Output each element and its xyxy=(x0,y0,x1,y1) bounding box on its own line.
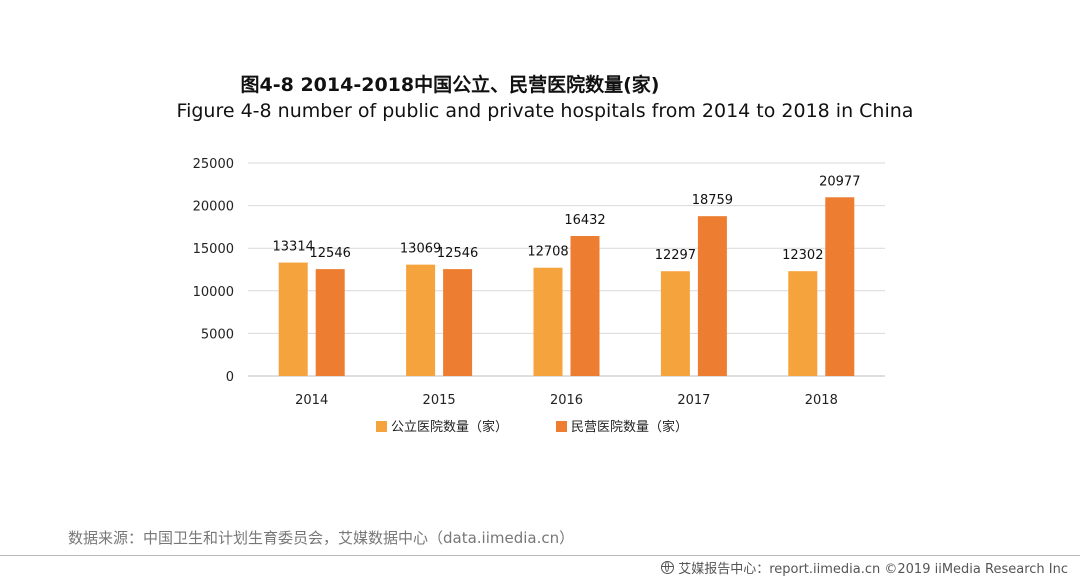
chart-title-en: Figure 4-8 number of public and private … xyxy=(176,100,914,122)
x-tick-label: 2014 xyxy=(295,393,328,408)
x-tick-label: 2018 xyxy=(805,393,838,408)
x-tick-label: 2015 xyxy=(423,393,456,408)
y-tick-label: 15000 xyxy=(193,242,234,257)
legend-label-private: 民营医院数量（家） xyxy=(571,419,688,435)
chart-title-cn: 图4-8 2014-2018中国公立、民营医院数量(家) xyxy=(240,74,660,96)
y-tick-label: 20000 xyxy=(193,200,234,215)
bar-public xyxy=(278,262,308,376)
bar-public xyxy=(533,267,563,376)
data-label: 20977 xyxy=(819,174,860,189)
data-label: 12297 xyxy=(655,248,696,263)
y-tick-label: 10000 xyxy=(193,285,234,300)
x-tick-label: 2016 xyxy=(550,393,583,408)
legend-label-public: 公立医院数量（家） xyxy=(391,419,508,435)
bar-private xyxy=(697,216,727,376)
x-tick-label: 2017 xyxy=(677,393,710,408)
legend-swatch-public xyxy=(376,421,387,432)
bar-public xyxy=(788,271,818,376)
data-label: 12302 xyxy=(782,248,823,263)
bar-private xyxy=(315,269,345,376)
footer-divider xyxy=(0,555,1080,556)
y-tick-label: 0 xyxy=(226,370,234,385)
bar-chart: 0500010000150002000025000133141254620141… xyxy=(193,157,885,435)
bar-public xyxy=(406,264,436,376)
globe-icon xyxy=(661,561,675,574)
bar-private xyxy=(570,235,600,376)
data-label: 12546 xyxy=(437,246,478,261)
bar-public xyxy=(660,271,690,376)
footer-brand: 艾媒报告中心：report.iimedia.cn ©2019 iiMedia R… xyxy=(661,558,1068,577)
data-label: 16432 xyxy=(564,213,605,228)
bar-private xyxy=(825,197,855,376)
data-label: 13314 xyxy=(273,240,314,255)
data-source-note: 数据来源：中国卫生和计划生育委员会，艾媒数据中心（data.iimedia.cn… xyxy=(68,529,575,547)
data-label: 12546 xyxy=(310,246,351,261)
footer-brand-text: 艾媒报告中心：report.iimedia.cn ©2019 iiMedia R… xyxy=(678,562,1068,577)
y-tick-label: 5000 xyxy=(201,327,234,342)
legend-swatch-private xyxy=(556,421,567,432)
y-tick-label: 25000 xyxy=(193,157,234,172)
data-label: 18759 xyxy=(692,193,733,208)
data-label: 12708 xyxy=(527,245,568,260)
bar-private xyxy=(443,269,473,376)
data-label: 13069 xyxy=(400,242,441,257)
